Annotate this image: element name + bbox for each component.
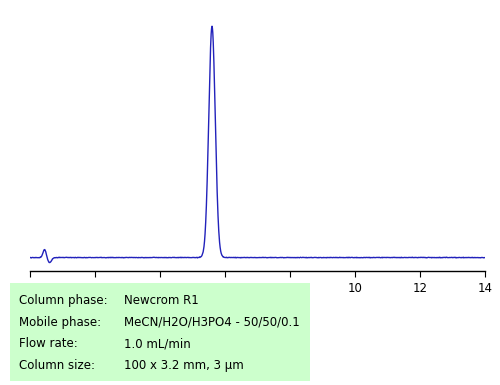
Text: 1.0 mL/min: 1.0 mL/min [124,337,191,350]
Text: Flow rate:: Flow rate: [19,337,78,350]
Text: Column phase:: Column phase: [19,294,108,307]
Text: Mobile phase:: Mobile phase: [19,316,101,329]
Text: 100 x 3.2 mm, 3 μm: 100 x 3.2 mm, 3 μm [124,359,244,372]
Text: Column size:: Column size: [19,359,95,372]
Text: Newcrom R1: Newcrom R1 [124,294,199,307]
Text: MeCN/H2O/H3PO4 - 50/50/0.1: MeCN/H2O/H3PO4 - 50/50/0.1 [124,316,300,329]
